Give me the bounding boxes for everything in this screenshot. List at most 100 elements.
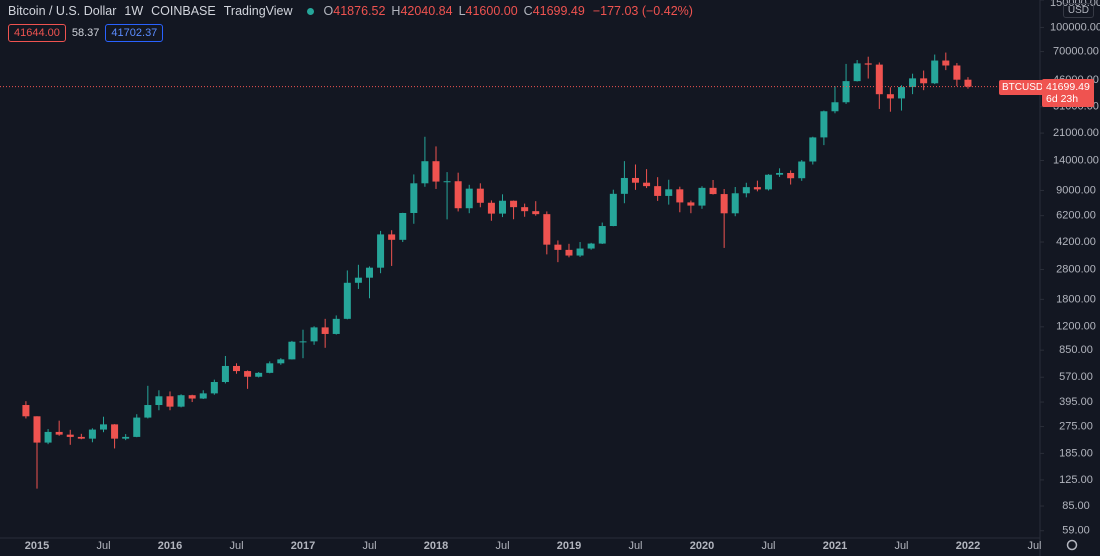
candle-body xyxy=(199,393,207,399)
market-status-dot xyxy=(306,7,314,15)
ask-price[interactable]: 41702.37 xyxy=(105,24,164,42)
candle-body xyxy=(399,212,407,240)
y-tick-label: 275.00 xyxy=(1059,420,1093,432)
candle-body xyxy=(498,200,506,214)
candle-body xyxy=(676,189,684,203)
candle-body xyxy=(654,186,662,196)
y-tick-label: 4200.00 xyxy=(1056,236,1096,248)
candle-body xyxy=(720,194,728,214)
candle-body xyxy=(33,416,41,443)
candle-body xyxy=(232,365,240,372)
candle-body xyxy=(354,277,362,283)
candle-body xyxy=(255,372,263,377)
candle-body xyxy=(166,396,174,407)
price-change: −177.03 (−0.42%) xyxy=(592,4,693,18)
candle-body xyxy=(742,187,750,194)
interval[interactable]: 1W xyxy=(124,4,144,18)
candle-body xyxy=(643,182,651,187)
candle-body xyxy=(510,200,518,208)
y-tick-label: 70000.00 xyxy=(1053,45,1099,57)
x-tick-label: Jul xyxy=(628,540,642,552)
candle-body xyxy=(188,395,196,399)
candle-body xyxy=(687,202,695,206)
candle-body xyxy=(221,365,229,383)
candle-body xyxy=(853,63,861,82)
candle-body xyxy=(266,363,274,373)
y-tick-label: 1800.00 xyxy=(1056,293,1096,305)
candle-body xyxy=(587,243,595,249)
candle-body xyxy=(776,172,784,175)
candle-body xyxy=(886,94,894,99)
y-tick-label: 2800.00 xyxy=(1056,263,1096,275)
x-tick-label: 2021 xyxy=(823,540,847,552)
candle-body xyxy=(831,102,839,112)
x-tick-label: 2015 xyxy=(25,540,49,552)
candle-body xyxy=(787,172,795,179)
candle-body xyxy=(709,187,717,195)
x-tick-label: 2019 xyxy=(557,540,581,552)
candle-body xyxy=(942,60,950,66)
last-price: 41699.49 xyxy=(1046,81,1090,93)
candle-body xyxy=(133,417,141,437)
candle-body xyxy=(155,396,163,406)
ohlc-key: L xyxy=(458,4,466,18)
candle-body xyxy=(77,436,85,439)
candle-body xyxy=(864,63,872,65)
ohlc-key: H xyxy=(391,4,401,18)
candle-body xyxy=(665,189,673,196)
x-tick-label: Jul xyxy=(495,540,509,552)
y-tick-label: 9000.00 xyxy=(1056,184,1096,196)
candle-body xyxy=(521,207,529,212)
y-tick-label: 85.00 xyxy=(1062,500,1090,512)
candle-body xyxy=(731,193,739,214)
currency-selector[interactable]: USD xyxy=(1062,3,1094,18)
candle-body xyxy=(487,202,495,214)
candle-body xyxy=(421,161,429,184)
candle-body xyxy=(820,111,828,138)
candle-body xyxy=(443,181,451,183)
ohlc-value: 41600.00 xyxy=(465,4,518,18)
candle-body xyxy=(177,395,185,407)
candle-body xyxy=(321,327,329,334)
y-tick-label: 395.00 xyxy=(1059,396,1093,408)
candle-body xyxy=(753,187,761,190)
candle-body xyxy=(620,177,628,194)
settings-gear[interactable] xyxy=(1066,539,1078,551)
candle-body xyxy=(244,371,252,377)
spread: 58.37 xyxy=(71,27,100,39)
candle-body xyxy=(88,429,96,439)
x-tick-label: Jul xyxy=(96,540,110,552)
y-tick-label: 570.00 xyxy=(1059,371,1093,383)
x-tick-label: Jul xyxy=(894,540,908,552)
candle-body xyxy=(111,424,119,439)
ohlc-value: 41699.49 xyxy=(532,4,585,18)
candle-body xyxy=(22,405,30,417)
candle-body xyxy=(410,183,418,213)
ohlc-values: O41876.52 H42040.84 L41600.00 C41699.49 xyxy=(324,4,585,18)
candle-body xyxy=(465,188,473,209)
x-tick-label: Jul xyxy=(1027,540,1041,552)
candle-body xyxy=(299,341,307,343)
ticker-tag: BTCUSD xyxy=(999,80,1047,95)
symbol-name[interactable]: Bitcoin / U.S. Dollar xyxy=(8,4,117,18)
x-tick-label: 2022 xyxy=(956,540,980,552)
candle-body xyxy=(875,64,883,95)
candle-body xyxy=(122,436,130,439)
settings-icon[interactable] xyxy=(1066,539,1078,551)
candle-body xyxy=(432,161,440,182)
y-tick-label: 21000.00 xyxy=(1053,127,1099,139)
candle-body xyxy=(365,267,373,278)
candle-body xyxy=(55,431,63,435)
y-tick-label: 125.00 xyxy=(1059,474,1093,486)
candle-body xyxy=(66,434,74,437)
candle-body xyxy=(897,87,905,99)
x-tick-label: Jul xyxy=(362,540,376,552)
bid-price[interactable]: 41644.00 xyxy=(8,24,66,42)
x-tick-label: 2018 xyxy=(424,540,448,552)
candle-body xyxy=(388,234,396,240)
candle-body xyxy=(598,226,606,244)
x-tick-label: 2016 xyxy=(158,540,182,552)
candle-body xyxy=(99,424,107,430)
